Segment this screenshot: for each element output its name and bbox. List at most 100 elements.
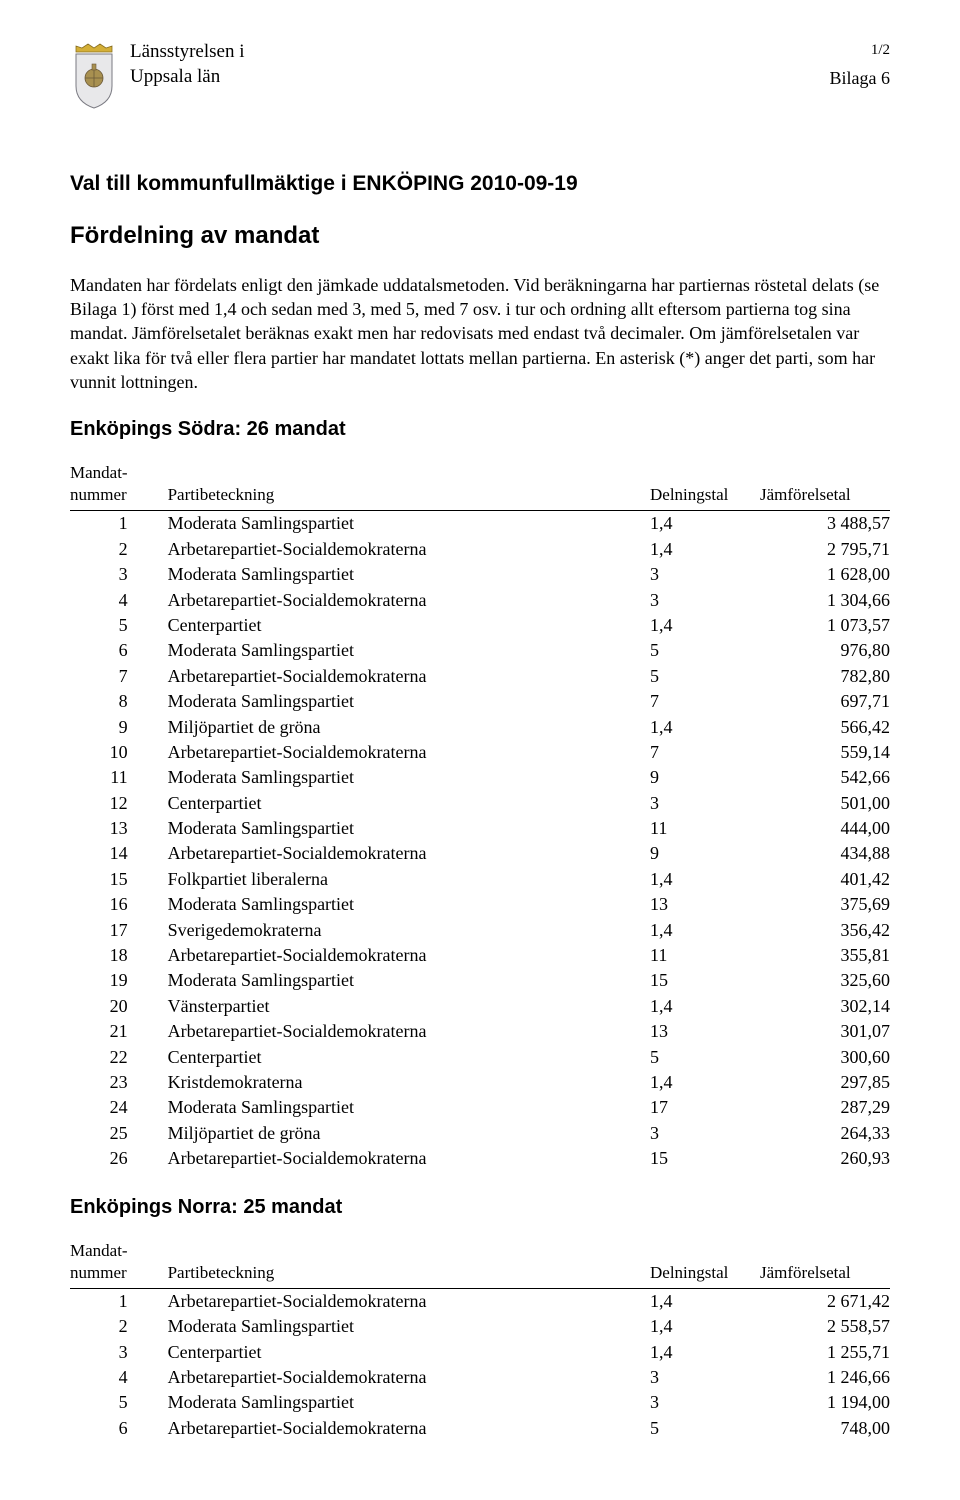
cell-party: Moderata Samlingspartiet (168, 816, 650, 841)
table-row: 14Arbetarepartiet-Socialdemokraterna9434… (70, 841, 890, 866)
authority-name: Länsstyrelsen i Uppsala län (130, 40, 245, 89)
cell-mandat-number: 18 (70, 943, 168, 968)
cell-mandat-number: 16 (70, 892, 168, 917)
attachment-label: Bilaga 6 (830, 66, 891, 90)
cell-jamforelsetal: 697,71 (760, 689, 890, 714)
table-header: Mandat- nummer Partibeteckning Delningst… (70, 461, 890, 511)
table-row: 12Centerpartiet3501,00 (70, 791, 890, 816)
cell-jamforelsetal: 1 246,66 (760, 1365, 890, 1390)
cell-mandat-number: 11 (70, 765, 168, 790)
table-row: 1Arbetarepartiet-Socialdemokraterna1,42 … (70, 1288, 890, 1314)
header-party: Partibeteckning (168, 1239, 650, 1289)
cell-mandat-number: 23 (70, 1070, 168, 1095)
cell-delningstal: 1,4 (650, 994, 760, 1019)
header-mandat-l2: nummer (70, 485, 127, 504)
header-mandat-l1: Mandat- (70, 462, 128, 484)
cell-delningstal: 5 (650, 664, 760, 689)
header-deln: Delningstal (650, 461, 760, 511)
cell-party: Arbetarepartiet-Socialdemokraterna (168, 740, 650, 765)
page-number: 1/2 (830, 40, 891, 60)
cell-mandat-number: 2 (70, 1314, 168, 1339)
cell-mandat-number: 5 (70, 1390, 168, 1415)
cell-jamforelsetal: 3 488,57 (760, 511, 890, 537)
cell-delningstal: 3 (650, 1365, 760, 1390)
cell-party: Kristdemokraterna (168, 1070, 650, 1095)
table-row: 22Centerpartiet5300,60 (70, 1045, 890, 1070)
cell-mandat-number: 21 (70, 1019, 168, 1044)
cell-mandat-number: 5 (70, 613, 168, 638)
cell-delningstal: 3 (650, 588, 760, 613)
cell-jamforelsetal: 1 073,57 (760, 613, 890, 638)
cell-mandat-number: 17 (70, 918, 168, 943)
cell-mandat-number: 26 (70, 1146, 168, 1171)
cell-delningstal: 1,4 (650, 1340, 760, 1365)
cell-jamforelsetal: 401,42 (760, 867, 890, 892)
authority-line2: Uppsala län (130, 65, 245, 90)
cell-jamforelsetal: 501,00 (760, 791, 890, 816)
cell-delningstal: 5 (650, 1045, 760, 1070)
cell-jamforelsetal: 2 558,57 (760, 1314, 890, 1339)
cell-mandat-number: 9 (70, 715, 168, 740)
table-row: 3Moderata Samlingspartiet31 628,00 (70, 562, 890, 587)
cell-jamforelsetal: 559,14 (760, 740, 890, 765)
cell-jamforelsetal: 300,60 (760, 1045, 890, 1070)
header-party: Partibeteckning (168, 461, 650, 511)
table-row: 23Kristdemokraterna1,4297,85 (70, 1070, 890, 1095)
cell-party: Moderata Samlingspartiet (168, 1390, 650, 1415)
cell-mandat-number: 25 (70, 1121, 168, 1146)
cell-mandat-number: 2 (70, 537, 168, 562)
table-row: 5Centerpartiet1,41 073,57 (70, 613, 890, 638)
cell-delningstal: 7 (650, 689, 760, 714)
cell-delningstal: 3 (650, 1121, 760, 1146)
cell-party: Moderata Samlingspartiet (168, 511, 650, 537)
table-row: 19Moderata Samlingspartiet15325,60 (70, 968, 890, 993)
cell-party: Moderata Samlingspartiet (168, 1095, 650, 1120)
cell-delningstal: 1,4 (650, 715, 760, 740)
cell-party: Arbetarepartiet-Socialdemokraterna (168, 1288, 650, 1314)
cell-delningstal: 11 (650, 816, 760, 841)
header-mandat-l1: Mandat- (70, 1240, 128, 1262)
cell-mandat-number: 24 (70, 1095, 168, 1120)
section2-table: Mandat- nummer Partibeteckning Delningst… (70, 1239, 890, 1442)
table-row: 11Moderata Samlingspartiet9542,66 (70, 765, 890, 790)
table-row: 4Arbetarepartiet-Socialdemokraterna31 24… (70, 1365, 890, 1390)
authority-line1: Länsstyrelsen i (130, 40, 245, 65)
cell-delningstal: 1,4 (650, 511, 760, 537)
cell-jamforelsetal: 325,60 (760, 968, 890, 993)
cell-party: Arbetarepartiet-Socialdemokraterna (168, 943, 650, 968)
table-row: 5Moderata Samlingspartiet31 194,00 (70, 1390, 890, 1415)
cell-jamforelsetal: 748,00 (760, 1416, 890, 1441)
table-row: 2Arbetarepartiet-Socialdemokraterna1,42 … (70, 537, 890, 562)
cell-jamforelsetal: 297,85 (760, 1070, 890, 1095)
cell-jamforelsetal: 301,07 (760, 1019, 890, 1044)
section1-title: Enköpings Södra: 26 mandat (70, 416, 890, 443)
cell-delningstal: 1,4 (650, 613, 760, 638)
cell-party: Sverigedemokraterna (168, 918, 650, 943)
cell-delningstal: 9 (650, 841, 760, 866)
cell-jamforelsetal: 566,42 (760, 715, 890, 740)
cell-mandat-number: 4 (70, 1365, 168, 1390)
cell-mandat-number: 15 (70, 867, 168, 892)
cell-mandat-number: 10 (70, 740, 168, 765)
table-header: Mandat- nummer Partibeteckning Delningst… (70, 1239, 890, 1289)
table-row: 6Arbetarepartiet-Socialdemokraterna5748,… (70, 1416, 890, 1441)
cell-jamforelsetal: 2 671,42 (760, 1288, 890, 1314)
cell-party: Moderata Samlingspartiet (168, 765, 650, 790)
page-header: Länsstyrelsen i Uppsala län 1/2 Bilaga 6 (70, 40, 890, 110)
cell-party: Arbetarepartiet-Socialdemokraterna (168, 664, 650, 689)
cell-delningstal: 1,4 (650, 537, 760, 562)
cell-mandat-number: 13 (70, 816, 168, 841)
cell-delningstal: 1,4 (650, 1070, 760, 1095)
document-subtitle: Fördelning av mandat (70, 220, 890, 252)
cell-jamforelsetal: 1 194,00 (760, 1390, 890, 1415)
cell-party: Centerpartiet (168, 1045, 650, 1070)
cell-party: Centerpartiet (168, 791, 650, 816)
cell-party: Moderata Samlingspartiet (168, 562, 650, 587)
cell-jamforelsetal: 2 795,71 (760, 537, 890, 562)
county-crest-icon (70, 40, 118, 110)
header-right: 1/2 Bilaga 6 (830, 40, 891, 91)
cell-jamforelsetal: 356,42 (760, 918, 890, 943)
cell-mandat-number: 3 (70, 562, 168, 587)
cell-delningstal: 1,4 (650, 918, 760, 943)
cell-party: Moderata Samlingspartiet (168, 892, 650, 917)
